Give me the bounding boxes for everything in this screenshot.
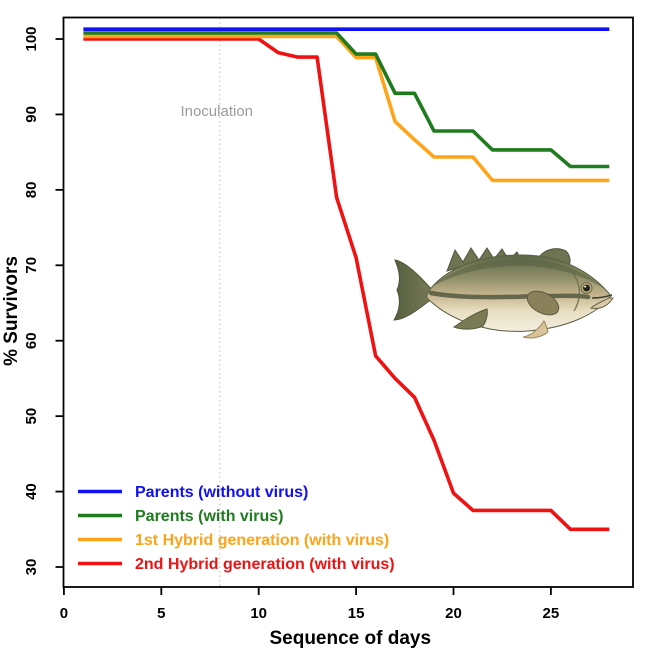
series-line xyxy=(83,37,610,532)
x-tick-label: 20 xyxy=(445,605,462,622)
y-tick-label: 80 xyxy=(23,182,40,199)
x-tick-label: 0 xyxy=(60,605,68,622)
x-tick-label: 5 xyxy=(157,605,165,622)
legend-label: Parents (with virus) xyxy=(135,508,283,525)
chart-legend: Parents (without virus) Parents (with vir… xyxy=(78,484,395,573)
legend-label: 2nd Hybrid generation (with virus) xyxy=(135,556,395,573)
y-tick-label: 60 xyxy=(23,332,40,349)
fish-image xyxy=(393,247,614,339)
plot-area: Inoculation 0 5 10 15 20 25 30 40 50 60 70 80 90 100 Se… xyxy=(1,16,634,649)
legend-label: 1st Hybrid generation (with virus) xyxy=(135,532,389,549)
series-line xyxy=(83,31,610,169)
y-tick-label: 70 xyxy=(23,257,40,274)
plot-box xyxy=(62,16,634,588)
y-tick-label: 30 xyxy=(23,559,40,576)
x-tick-label: 10 xyxy=(250,605,267,622)
y-tick-label: 100 xyxy=(23,26,40,51)
y-tick-label: 40 xyxy=(23,483,40,500)
x-axis-title: Sequence of days xyxy=(269,628,431,649)
x-tick-label: 25 xyxy=(543,605,560,622)
legend-label: Parents (without virus) xyxy=(135,484,308,501)
y-tick-label: 50 xyxy=(23,408,40,425)
x-tick-label: 15 xyxy=(348,605,365,622)
y-axis-title: % Survivors xyxy=(1,256,22,366)
y-tick-label: 90 xyxy=(23,106,40,123)
inoculation-label: Inoculation xyxy=(180,103,253,120)
series-line xyxy=(83,34,610,183)
